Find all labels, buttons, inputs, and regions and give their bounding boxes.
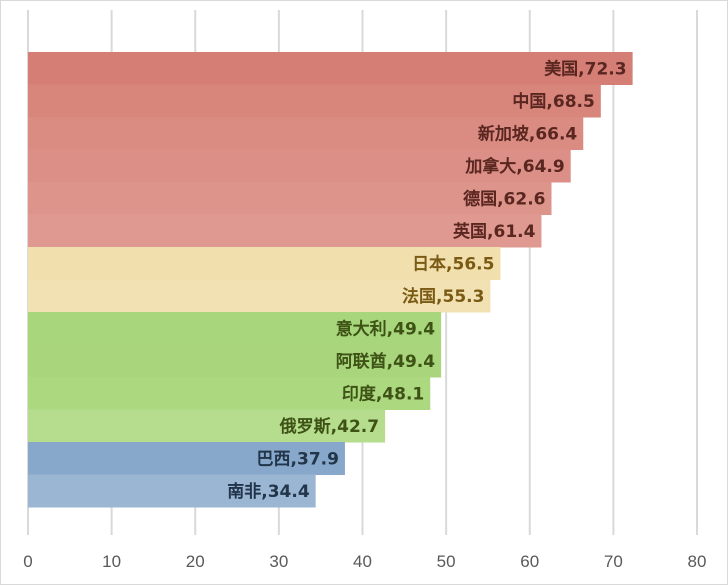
data-label: 中国,68.5	[512, 91, 594, 112]
bar	[28, 117, 584, 150]
x-tick-label: 0	[23, 552, 32, 571]
x-tick-label: 40	[353, 552, 372, 571]
bar	[28, 279, 491, 313]
data-label: 巴西,37.9	[257, 449, 339, 469]
bar	[28, 442, 345, 475]
x-tick-label: 70	[604, 552, 623, 571]
data-label: 意大利,49.4	[336, 318, 436, 339]
x-tick-label: 50	[437, 552, 456, 571]
data-label: 日本,56.5	[412, 253, 494, 274]
bar	[28, 474, 316, 508]
bar	[28, 377, 431, 410]
bar	[28, 312, 442, 345]
data-labels: 美国,72.3 中国,68.5 新加坡,66.4 加拿大,64.9 德国,62.6 英国,…	[227, 58, 626, 502]
data-label: 俄罗斯,42.7	[279, 416, 379, 437]
data-label: 加拿大,64.9	[464, 156, 564, 177]
bar	[28, 149, 571, 183]
bar	[28, 247, 501, 280]
bar	[28, 52, 633, 85]
bar	[28, 214, 542, 248]
bar	[28, 344, 442, 378]
x-tick-label: 80	[688, 552, 707, 571]
data-label: 阿联酋,49.4	[336, 351, 436, 372]
data-label: 印度,48.1	[342, 383, 424, 404]
bar	[28, 409, 386, 443]
data-label: 英国,61.4	[453, 221, 536, 242]
data-label: 法国,55.3	[402, 286, 484, 307]
bar	[28, 84, 601, 118]
x-tick-label: 10	[102, 552, 121, 571]
bar	[28, 182, 552, 215]
x-tick-label: 20	[186, 552, 205, 571]
x-tick-label: 60	[520, 552, 539, 571]
data-label: 美国,72.3	[544, 58, 626, 79]
data-label: 德国,62.6	[463, 188, 545, 209]
data-label: 南非,34.4	[227, 481, 310, 502]
x-tick-label: 30	[269, 552, 288, 571]
data-label: 新加坡,66.4	[478, 123, 578, 144]
bars	[28, 52, 633, 508]
x-axis-ticks: 0 10 20 30 40 50 60 70 80	[23, 552, 706, 571]
